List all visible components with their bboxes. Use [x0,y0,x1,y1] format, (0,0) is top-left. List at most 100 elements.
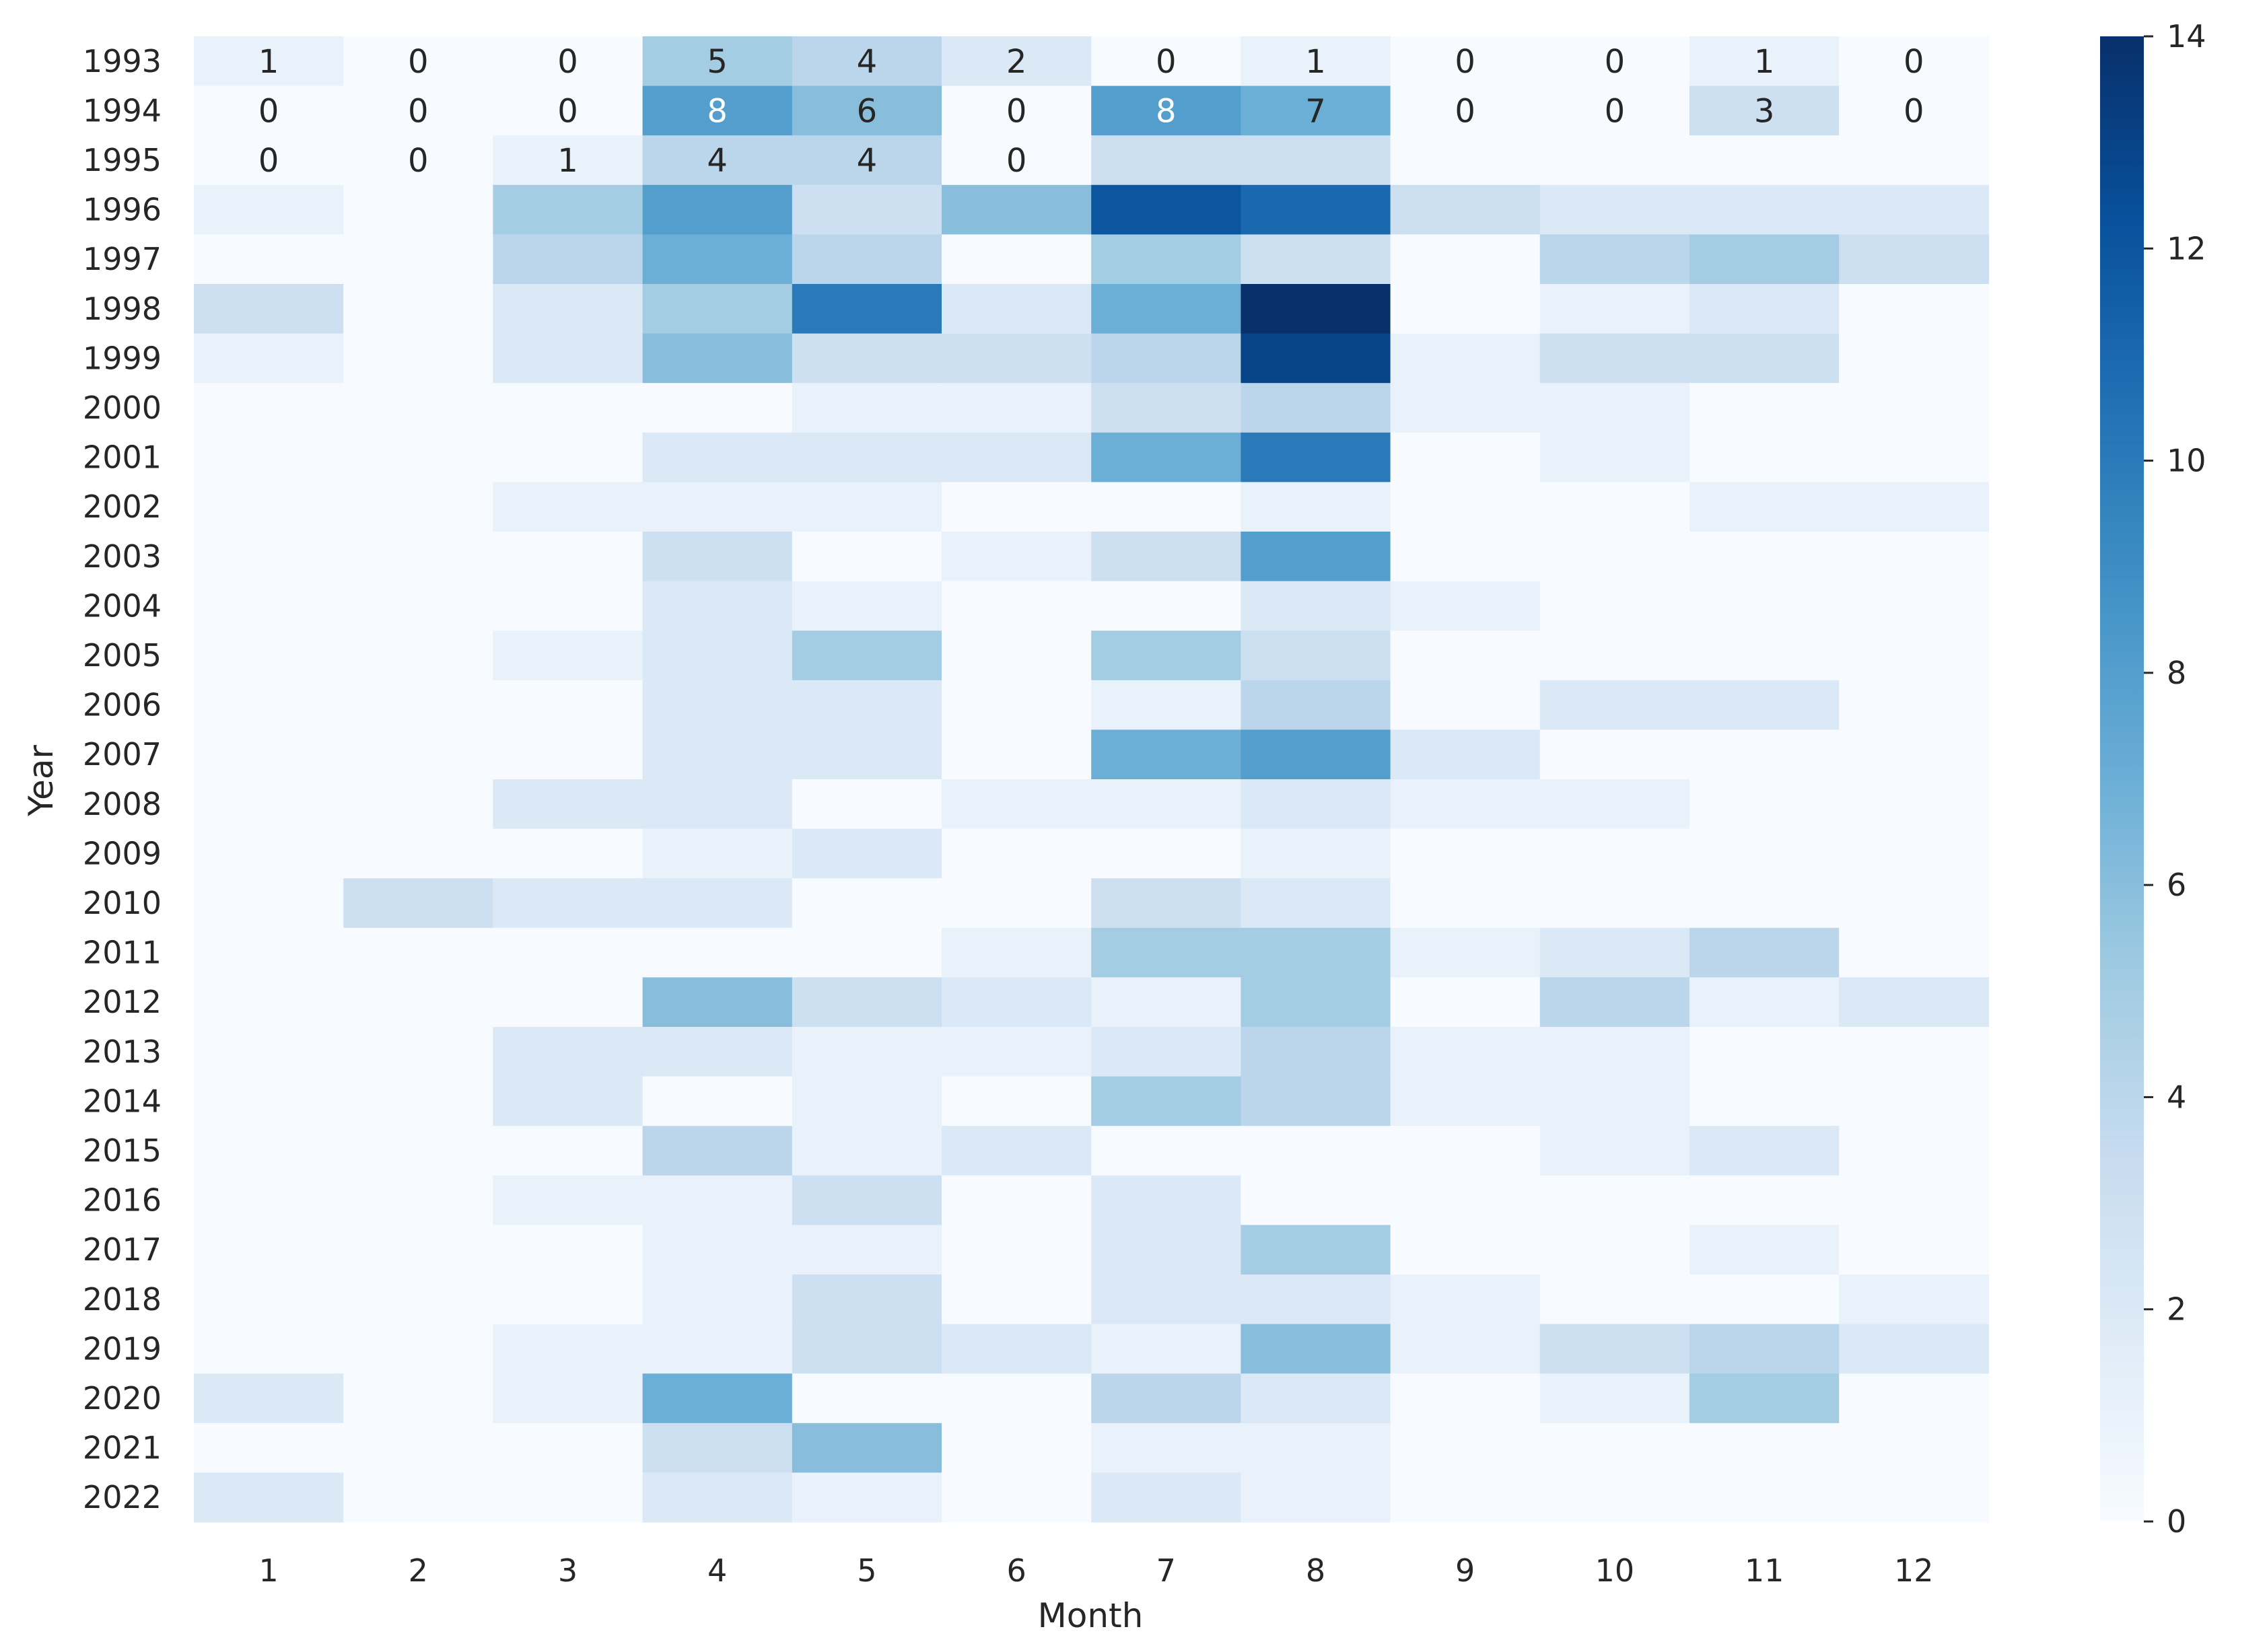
heatmap-cell [792,284,942,334]
cell-annotation: 4 [857,43,878,81]
heatmap-cell [1241,680,1391,730]
heatmap-cell [493,333,643,384]
heatmap-cell [343,1423,493,1473]
heatmap-cell [642,432,793,482]
cell-annotation: 0 [1455,43,1475,81]
heatmap-cell [792,1423,942,1473]
heatmap-cell [942,234,1092,285]
colorbar-tick-label: 8 [2167,655,2186,691]
heatmap-cell [942,1225,1092,1275]
heatmap-cell [942,432,1092,482]
cell-annotation: 0 [557,43,578,81]
x-tick-label: 10 [1595,1552,1635,1589]
heatmap-cell [1241,383,1391,433]
heatmap-cell [642,1373,793,1424]
cell-annotation: 0 [408,142,429,180]
heatmap-cell [642,1423,793,1473]
heatmap-cell [343,184,493,235]
heatmap-cell [942,284,1092,334]
heatmap-cell [1091,878,1241,929]
heatmap-cell [1539,1225,1690,1275]
cell-annotation: 6 [857,92,878,130]
heatmap-cell [1241,779,1391,830]
heatmap-cell [194,1027,344,1077]
heatmap-cell [792,729,942,780]
heatmap-cell [194,1274,344,1325]
heatmap-cell [942,779,1092,830]
heatmap-cell [642,1076,793,1126]
cell-annotation: 8 [707,92,728,130]
heatmap-cell [1539,779,1690,830]
heatmap-cell [642,878,793,929]
heatmap-cell [343,631,493,681]
heatmap-cell [343,36,493,87]
heatmap-cell [642,1175,793,1225]
heatmap-cell [1839,234,1989,285]
cell-annotation: 5 [707,43,728,81]
heatmap-cell [1241,1423,1391,1473]
heatmap-cell [1241,432,1391,482]
heatmap-cell [1091,779,1241,830]
heatmap-cell [194,1373,344,1424]
heatmap-cell [1539,581,1690,631]
heatmap-cell [1539,1423,1690,1473]
heatmap-cell [1241,333,1391,384]
heatmap-cell [1839,878,1989,929]
cell-annotation: 1 [557,142,578,180]
heatmap-cell [1091,383,1241,433]
heatmap-cell [1839,680,1989,730]
heatmap-cell [1839,432,1989,482]
heatmap-cell [792,85,942,136]
heatmap-cell [1539,1274,1690,1325]
heatmap-cell [1390,729,1541,780]
heatmap-cell [194,482,344,532]
heatmap-cell [1539,1175,1690,1225]
heatmap-cell [493,482,643,532]
heatmap-cell [1091,977,1241,1028]
heatmap-cell [942,1175,1092,1225]
heatmap-cell [792,680,942,730]
heatmap-cell [1689,135,1840,186]
y-axis-title: Year [22,745,61,817]
heatmap-cell [1091,1423,1241,1473]
heatmap-cell [1390,631,1541,681]
heatmap-cell [1390,432,1541,482]
heatmap-cell [343,828,493,879]
heatmap-cell [1390,532,1541,582]
heatmap-cell [642,1126,793,1176]
heatmap-cell [1091,581,1241,631]
heatmap-cell [493,1126,643,1176]
heatmap-cell [1091,1472,1241,1523]
heatmap-cell [1390,1076,1541,1126]
heatmap-cell [1839,631,1989,681]
heatmap-cell [1390,1324,1541,1374]
heatmap-cell [1241,581,1391,631]
heatmap-cell [1689,1076,1840,1126]
heatmap-cell [1241,1324,1391,1374]
heatmap-cell [942,532,1092,582]
y-tick-label: 1994 [83,92,162,129]
heatmap-cell [194,1076,344,1126]
heatmap-cell [493,284,643,334]
heatmap-cell [642,333,793,384]
y-tick-label: 2005 [83,637,162,674]
heatmap-cell [1689,927,1840,978]
heatmap-cell [1241,1175,1391,1225]
heatmap-cell [942,631,1092,681]
heatmap-cell [642,234,793,285]
heatmap-cell [493,234,643,285]
y-tick-label: 2017 [83,1231,162,1268]
heatmap-cell [1689,1225,1840,1275]
heatmap-cell [1839,532,1989,582]
colorbar-tick-label: 10 [2167,443,2206,479]
heatmap-cell [1091,234,1241,285]
heatmap-cell [1539,927,1690,978]
heatmap-cell [194,631,344,681]
heatmap-cell [194,927,344,978]
heatmap-cell [1539,1324,1690,1374]
heatmap-cell [1390,1373,1541,1424]
heatmap-cell [194,135,344,186]
heatmap-cell [1689,1324,1840,1374]
heatmap-cell [792,927,942,978]
heatmap-cell [194,383,344,433]
